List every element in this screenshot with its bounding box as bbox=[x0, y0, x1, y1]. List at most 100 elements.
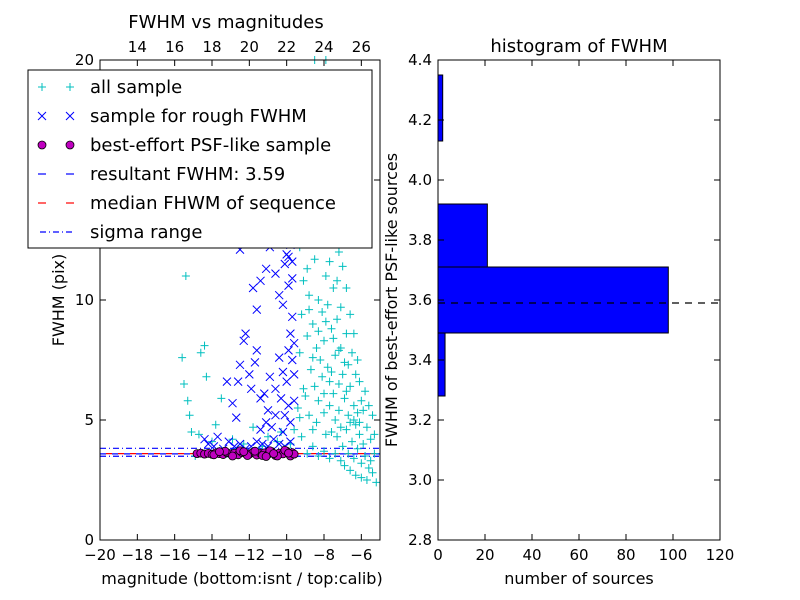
psf-sample-point bbox=[215, 447, 224, 457]
rough-sample-point bbox=[252, 305, 262, 314]
all-sample-point bbox=[323, 363, 332, 372]
hist-y-tick-label: 4.0 bbox=[408, 171, 432, 189]
all-sample-point bbox=[178, 353, 187, 362]
hist-y-tick-label: 4.4 bbox=[408, 51, 432, 69]
all-sample-point bbox=[362, 423, 371, 432]
all-sample-point bbox=[336, 303, 345, 312]
all-sample-point bbox=[338, 442, 347, 451]
all-sample-point bbox=[308, 442, 317, 451]
all-sample-point bbox=[314, 327, 323, 336]
legend-label-sigma-range: sigma range bbox=[90, 222, 202, 243]
legend-marker bbox=[65, 140, 75, 150]
all-sample-point bbox=[368, 468, 377, 477]
hist-x-tick-label: 40 bbox=[522, 546, 541, 564]
all-sample-point bbox=[372, 478, 381, 487]
legend-marker bbox=[65, 111, 75, 121]
histogram-bar bbox=[437, 203, 488, 268]
rough-sample-point bbox=[256, 425, 265, 434]
all-sample-point bbox=[364, 401, 373, 410]
all-sample-point bbox=[320, 336, 328, 345]
all-sample-point bbox=[303, 332, 312, 340]
rough-sample-point bbox=[203, 439, 213, 449]
all-sample-point bbox=[308, 425, 317, 434]
all-sample-point bbox=[327, 428, 336, 436]
all-sample-point bbox=[305, 291, 314, 300]
rough-sample-point bbox=[239, 336, 249, 346]
rough-sample-point bbox=[278, 300, 288, 310]
all-sample-point bbox=[344, 449, 353, 458]
rough-sample-point bbox=[271, 384, 280, 394]
histogram-bar bbox=[437, 74, 444, 142]
all-sample-point bbox=[353, 408, 362, 417]
top-tick-label: 22 bbox=[277, 38, 296, 56]
x-tick-label: −16 bbox=[159, 546, 191, 564]
all-sample-point bbox=[357, 473, 366, 482]
all-sample-point bbox=[306, 365, 315, 374]
all-sample-point bbox=[305, 305, 314, 314]
all-sample-point bbox=[303, 264, 312, 273]
rough-sample-point bbox=[244, 370, 254, 379]
all-sample-point bbox=[299, 276, 308, 285]
all-sample-point bbox=[321, 317, 330, 326]
rough-sample-point bbox=[269, 434, 278, 444]
rough-sample-point bbox=[252, 437, 262, 446]
all-sample-point bbox=[349, 416, 358, 424]
legend-marker bbox=[38, 83, 46, 91]
all-sample-point bbox=[308, 353, 317, 362]
hist-y-tick-label: 3.6 bbox=[408, 291, 432, 309]
rough-sample-point bbox=[282, 377, 292, 386]
all-sample-point bbox=[314, 452, 323, 460]
all-sample-point bbox=[346, 310, 355, 319]
all-sample-point bbox=[295, 348, 304, 357]
all-sample-point bbox=[366, 456, 375, 465]
top-tick-label: 18 bbox=[202, 38, 221, 56]
legend-label-psf-sample: best-effort PSF-like sample bbox=[90, 135, 331, 156]
all-sample-point bbox=[321, 272, 330, 280]
rough-sample-point bbox=[235, 360, 245, 370]
top-tick-label: 14 bbox=[128, 38, 147, 56]
rough-sample-point bbox=[259, 389, 269, 398]
x-tick-label: −14 bbox=[196, 546, 228, 564]
hist-y-tick-label: 3.4 bbox=[408, 351, 432, 369]
all-sample-point bbox=[299, 384, 308, 393]
all-sample-point bbox=[351, 471, 360, 480]
hist-x-tick-label: 60 bbox=[569, 546, 588, 564]
all-sample-point bbox=[336, 423, 345, 432]
all-sample-point bbox=[357, 459, 366, 468]
all-sample-point bbox=[187, 428, 196, 436]
all-sample-point bbox=[351, 370, 360, 379]
rough-sample-point bbox=[235, 439, 245, 449]
histogram-bar bbox=[437, 332, 446, 397]
all-sample-point bbox=[370, 449, 379, 458]
all-sample-point bbox=[334, 346, 343, 355]
hist-y-tick-label: 3.8 bbox=[408, 231, 432, 249]
rough-sample-point bbox=[284, 281, 293, 290]
all-sample-point bbox=[331, 351, 340, 360]
all-sample-point bbox=[333, 432, 342, 441]
all-sample-point bbox=[346, 466, 355, 475]
histogram-ylabel: FWHM of best-effort PSF-like sources bbox=[382, 153, 401, 447]
rough-sample-point bbox=[256, 394, 265, 403]
all-sample-point bbox=[344, 360, 353, 369]
scatter-xlabel: magnitude (bottom:isnt / top:calib) bbox=[101, 569, 382, 588]
rough-sample-point bbox=[286, 329, 295, 338]
rough-sample-point bbox=[287, 274, 297, 283]
rough-sample-point bbox=[213, 432, 222, 442]
rough-sample-point bbox=[274, 439, 284, 449]
all-sample-point bbox=[355, 418, 364, 427]
all-sample-point bbox=[362, 476, 371, 484]
all-sample-point bbox=[342, 329, 351, 338]
all-sample-point bbox=[320, 408, 328, 417]
histogram-panel: 0 20 40 60 80 100 120 2.8 3.0 3.2 3.4 3.6 3.8 4.0 4.2 4… bbox=[382, 36, 734, 588]
all-sample-point bbox=[357, 396, 366, 405]
all-sample-point bbox=[249, 423, 258, 432]
legend-label-median-fwhm: median FHWM of sequence bbox=[90, 193, 336, 214]
all-sample-point bbox=[361, 452, 370, 460]
psf-sample-point bbox=[269, 449, 279, 459]
all-sample-point bbox=[194, 430, 203, 439]
rough-sample-point bbox=[287, 355, 297, 365]
x-tick-label: −8 bbox=[313, 546, 335, 564]
x-tick-label: −20 bbox=[84, 546, 116, 564]
rough-sample-point bbox=[287, 257, 297, 266]
all-sample-point bbox=[340, 394, 349, 403]
